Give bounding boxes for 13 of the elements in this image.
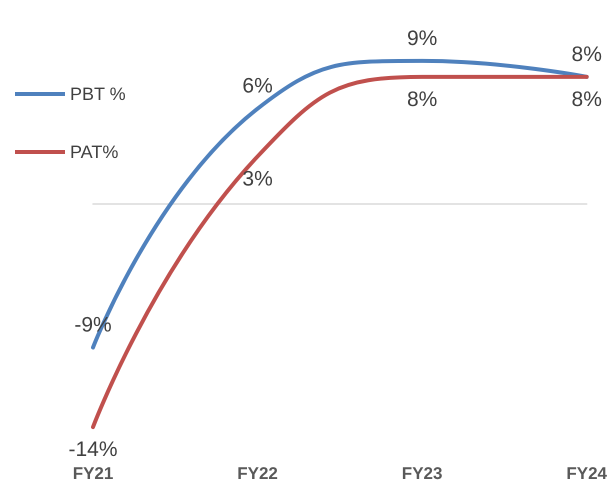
data-label: 8%	[572, 88, 602, 111]
data-label: 9%	[406, 26, 438, 50]
data-label: 3%	[242, 167, 273, 190]
legend-label: PBT %	[70, 84, 126, 104]
data-label: 8%	[406, 88, 438, 111]
x-tick-label: FY23	[402, 464, 442, 483]
legend-label: PAT%	[70, 142, 118, 162]
data-label: 6%	[242, 74, 273, 98]
x-tick-label: FY24	[566, 464, 608, 483]
data-label: -14%	[68, 438, 118, 462]
x-tick-label: FY22	[237, 464, 278, 483]
data-label: 8%	[572, 42, 602, 66]
x-tick-label: FY21	[72, 464, 114, 483]
